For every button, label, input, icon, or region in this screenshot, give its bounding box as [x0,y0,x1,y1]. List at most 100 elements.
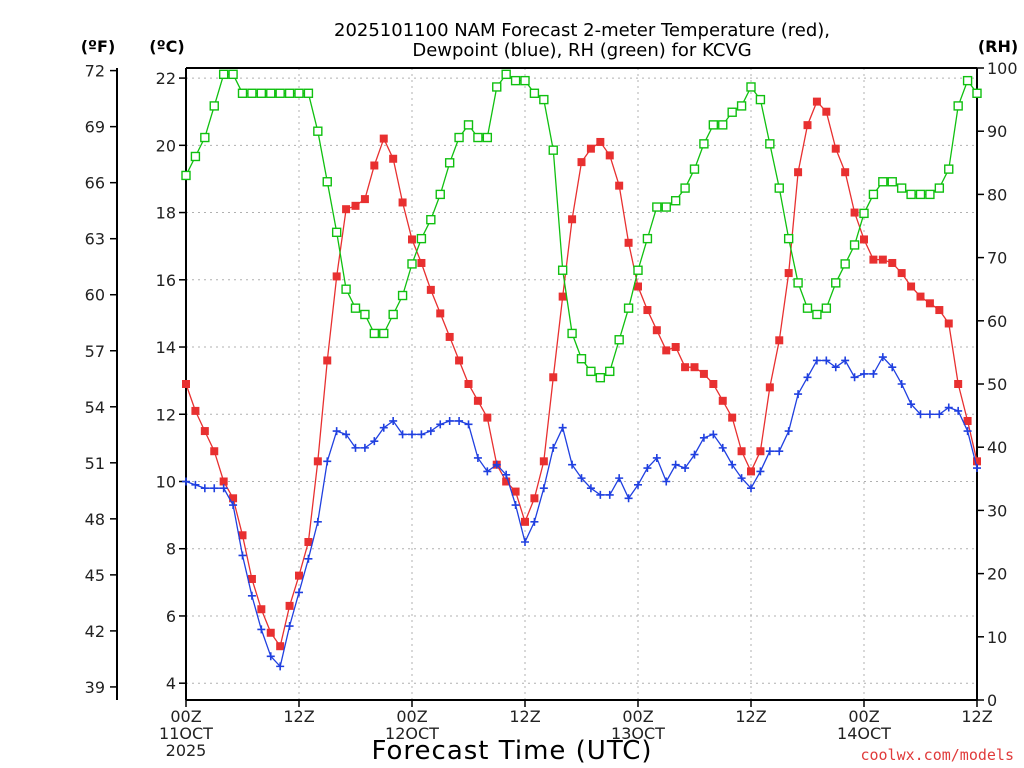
rh-point [727,107,737,117]
fahrenheit-tick-label: 72 [85,62,105,81]
temperature-point [285,601,294,610]
temperature-point [765,383,774,392]
rh-point [708,120,719,130]
rh-point [934,183,945,193]
dewpoint-point [257,625,266,634]
rh-point [614,335,624,345]
celsius-tick-label: 20 [156,136,176,155]
temperature-point [436,309,445,318]
temperature-point [634,282,642,291]
temperature-point [417,258,426,267]
rh-point [369,328,380,339]
rh-point [699,139,709,149]
dewpoint-point [351,443,360,452]
temperature-point [200,427,209,436]
temperature-point [521,517,529,526]
dewpoint-point [379,423,388,432]
rh-point [218,69,229,80]
x-axis-label: Forecast Time (UTC) [371,736,652,766]
dewpoint-point [445,416,454,425]
rh-point [313,126,323,136]
dewpoint-point [483,467,492,476]
x-tick-label: 00Z 12OCT [385,707,439,743]
rh-tick-label: 100 [987,59,1018,78]
dewpoint-point [822,356,831,365]
dewpoint-point [925,410,934,419]
temperature-point [803,121,812,130]
temperature-point [530,494,539,503]
rh-point [915,189,926,200]
temperature-point [916,292,925,301]
fahrenheit-tick-label: 60 [85,286,105,305]
temperature-point [586,144,595,153]
rh-point [623,303,634,313]
rh-tick-label: 30 [987,501,1007,520]
rh-point [435,189,445,200]
rh-point [962,75,973,86]
rh-point [482,132,493,143]
temperature-point [191,406,200,415]
temperature-point [747,467,755,476]
temperature-point [718,396,727,405]
temperature-point [332,272,341,281]
dewpoint-point [238,551,247,560]
temperature-series-line [185,100,978,648]
x-tick-label: 00Z 13OCT [611,707,665,743]
rh-point [746,82,756,92]
temperature-point [709,380,718,388]
rh-tick-label: 40 [987,438,1007,457]
fahrenheit-tick-label: 51 [85,454,105,473]
temperature-point [351,201,360,210]
fahrenheit-tick-label: 54 [85,398,105,417]
celsius-tick-label: 22 [156,69,176,88]
x-tick-label: 12Z [283,707,314,726]
fahrenheit-tick-label: 39 [85,678,105,697]
temperature-point [323,356,332,365]
temperature-point [869,255,878,264]
dewpoint-point [408,430,416,439]
dewpoint-point [511,501,520,510]
dewpoint-point [860,369,868,378]
dewpoint-point [464,420,473,429]
fahrenheit-axis-unit: (ºF) [81,37,116,56]
x-tick-label: 12Z [735,707,766,726]
rh-point [680,183,690,193]
temperature-point [615,181,624,190]
rh-point [840,259,850,269]
rh-point [331,227,342,238]
dewpoint-point [558,423,567,432]
celsius-tick-label: 8 [166,540,176,559]
temperature-point [511,487,520,496]
dewpoint-point [615,474,624,483]
dewpoint-point [521,538,529,546]
rh-point [821,303,832,313]
fahrenheit-tick-label: 69 [85,118,105,137]
dewpoint-point [850,373,859,382]
rh-point [633,265,643,275]
temperature-point [973,457,981,466]
temperature-point [841,168,850,177]
dewpoint-point [210,484,219,493]
dewpoint-point [803,373,812,382]
temperature-point [775,336,784,345]
dewpoint-point [652,453,661,462]
dewpoint-point [549,443,558,452]
temperature-point [907,282,916,291]
temperature-point [445,332,454,341]
temperature-point [662,346,671,355]
rh-point [397,290,408,301]
temperature-point [671,343,680,352]
dewpoint-point [586,484,595,493]
dewpoint-point [398,430,407,439]
temperature-point [681,363,690,372]
rh-point [689,164,700,174]
dewpoint-point [266,652,275,661]
temperature-point [935,306,944,315]
rh-series-line [185,73,978,379]
temperature-point [257,605,266,614]
rh-point [972,88,982,98]
temperature-point [473,396,482,405]
rh-tick-label: 80 [987,185,1007,204]
temperature-point [925,299,934,308]
rh-point [454,132,464,143]
